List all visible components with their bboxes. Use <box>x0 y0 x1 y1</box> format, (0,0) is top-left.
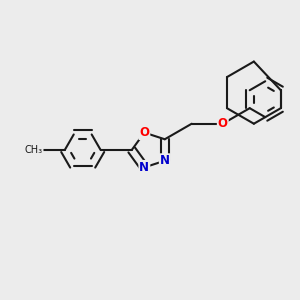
Text: O: O <box>140 126 149 139</box>
Text: N: N <box>160 154 170 167</box>
Text: N: N <box>140 161 149 174</box>
Text: CH₃: CH₃ <box>25 145 43 155</box>
Text: O: O <box>218 117 228 130</box>
